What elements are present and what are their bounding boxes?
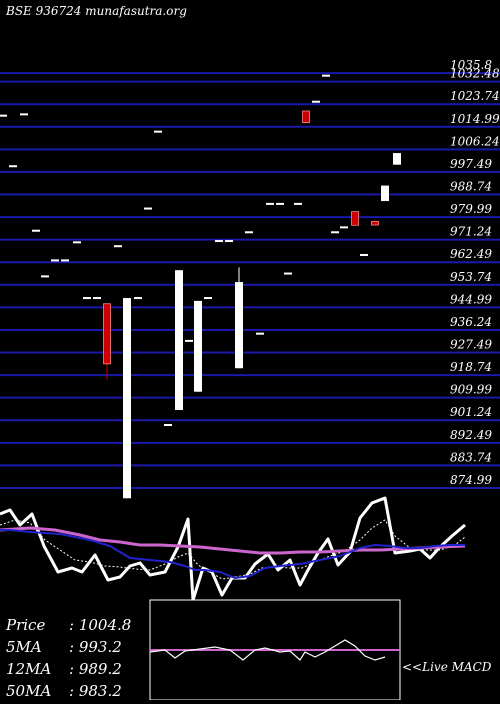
candle-flat <box>360 253 368 256</box>
candle-bull <box>175 270 183 411</box>
candle-flat <box>154 130 162 133</box>
candle-bull <box>194 300 202 392</box>
candle-bull <box>393 153 401 165</box>
y-tick-label: 927.49 <box>450 338 492 352</box>
candle-flat <box>32 229 40 232</box>
macd-line <box>149 639 386 661</box>
candle-flat <box>93 297 101 300</box>
stats-panel: Price : 1004.8 5MA : 993.2 12MA : 989.2 … <box>6 614 131 702</box>
y-tick-label: 944.99 <box>450 292 492 306</box>
candle-bull <box>123 298 131 499</box>
stat-50ma-value: : 983.2 <box>69 682 122 700</box>
stat-50ma-label: 50MA <box>6 682 52 700</box>
y-tick-label: 1014.99 <box>450 112 500 126</box>
candle-flat <box>41 275 49 278</box>
candle-bear <box>103 303 111 365</box>
candle-bear <box>351 211 359 226</box>
y-tick-label: 1035.8 <box>450 58 492 72</box>
y-tick-label: 892.49 <box>450 428 492 442</box>
stat-5ma-value: : 993.2 <box>69 638 122 656</box>
stat-5ma: 5MA : 993.2 <box>6 636 131 658</box>
candle-flat <box>276 202 284 205</box>
y-tick-label: 988.74 <box>450 180 492 194</box>
candle-flat <box>73 241 81 244</box>
y-tick-label: 962.49 <box>450 247 492 261</box>
candle-flat <box>225 240 233 243</box>
stat-12ma-value: : 989.2 <box>69 660 122 678</box>
candle-flat <box>20 113 28 116</box>
candle-flat <box>256 332 264 335</box>
y-tick-label: 953.74 <box>450 270 492 284</box>
y-tick-label: 1023.74 <box>450 89 500 103</box>
candle-flat <box>9 165 17 168</box>
candle-flat <box>294 202 302 205</box>
candle-flat <box>215 240 223 243</box>
candle-flat <box>83 297 91 300</box>
stat-12ma: 12MA : 989.2 <box>6 658 131 680</box>
y-tick-label: 1032.48 <box>450 67 500 81</box>
candle-flat <box>51 259 59 262</box>
candle-flat <box>340 226 348 229</box>
candle-flat <box>114 245 122 248</box>
y-tick-label: 971.24 <box>450 225 492 239</box>
candle-flat <box>245 231 253 234</box>
macd-label: <<Live MACD <box>402 660 492 674</box>
candle-bear <box>371 221 379 226</box>
y-tick-label: 874.99 <box>450 473 492 487</box>
stat-12ma-label: 12MA <box>6 660 52 678</box>
y-tick-label: 1006.24 <box>450 134 500 148</box>
candle-flat <box>0 114 7 117</box>
candle-flat <box>134 297 142 300</box>
stat-price-label: Price <box>6 616 46 634</box>
ma-mid-line <box>0 529 465 579</box>
candle-flat <box>322 74 330 77</box>
candle-flat <box>144 207 152 210</box>
stat-price-value: : 1004.8 <box>69 616 132 634</box>
y-tick-label: 918.74 <box>450 360 492 374</box>
y-tick-label: 936.24 <box>450 315 492 329</box>
candle-flat <box>331 231 339 234</box>
stat-price: Price : 1004.8 <box>6 614 131 636</box>
y-tick-label: 997.49 <box>450 157 492 171</box>
stat-50ma: 50MA : 983.2 <box>6 680 131 702</box>
candle-flat <box>284 272 292 275</box>
stat-5ma-label: 5MA <box>6 638 42 656</box>
candle-flat <box>312 100 320 103</box>
candle-flat <box>204 297 212 300</box>
y-tick-label: 979.99 <box>450 202 492 216</box>
y-tick-label: 901.24 <box>450 405 492 419</box>
candle-flat <box>266 202 274 205</box>
y-tick-label: 883.74 <box>450 450 492 464</box>
chart-title: BSE 936724 munafasutra.org <box>6 4 187 18</box>
candle-bull <box>381 185 389 202</box>
candle-flat <box>61 259 69 262</box>
candle-bear <box>302 110 310 124</box>
candle-flat <box>164 423 172 426</box>
candle-flat <box>185 339 193 342</box>
candle-bull <box>235 282 243 369</box>
ma-long-line <box>0 526 466 555</box>
y-tick-label: 909.99 <box>450 383 492 397</box>
